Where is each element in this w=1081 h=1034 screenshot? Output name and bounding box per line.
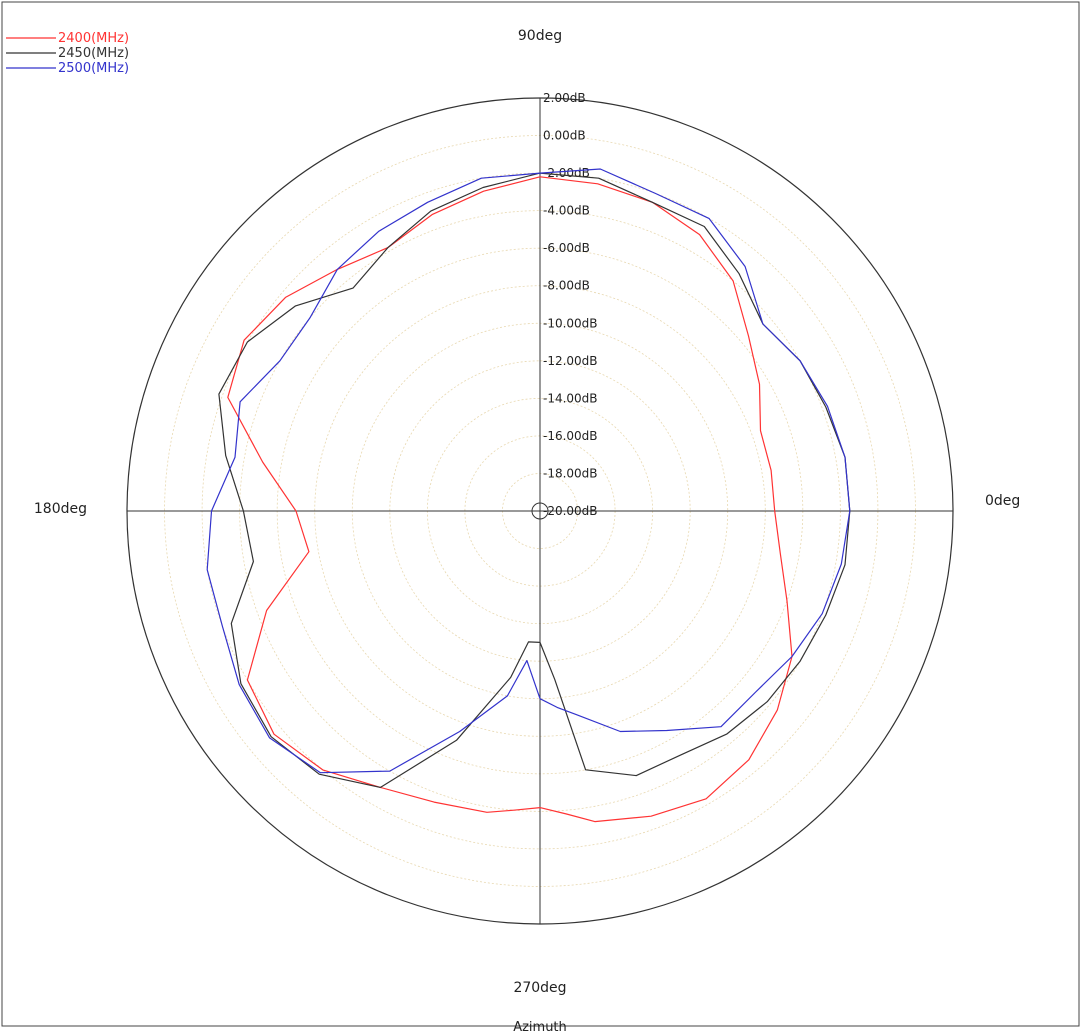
x-axis-label: Azimuth [513, 1020, 567, 1034]
radial-tick-label: -12.00dB [543, 354, 598, 368]
angle-label-180: 180deg [34, 501, 87, 517]
radial-tick-label: -16.00dB [543, 429, 598, 443]
radial-tick-label: -4.00dB [543, 204, 590, 218]
series-lines [206, 168, 851, 823]
radial-tick-label: -8.00dB [543, 279, 590, 293]
angle-label-0: 0deg [985, 493, 1020, 509]
series-line-1 [218, 172, 851, 789]
radial-tick-label: -18.00dB [543, 466, 598, 480]
legend: 2400(MHz)2450(MHz)2500(MHz) [6, 31, 129, 76]
radial-tick-label: 2.00dB [543, 91, 586, 105]
angle-label-90: 90deg [518, 28, 562, 44]
angle-tick-labels: 0deg 90deg 180deg 270deg [34, 28, 1020, 996]
series-line-2 [206, 168, 851, 774]
angle-label-270: 270deg [513, 980, 566, 996]
polar-axes [127, 98, 953, 924]
radial-tick-label: -20.00dB [543, 504, 598, 518]
series-line-0 [227, 176, 793, 823]
radial-tick-label: -10.00dB [543, 316, 598, 330]
radial-tick-labels: 2.00dB0.00dB-2.00dB-4.00dB-6.00dB-8.00dB… [543, 91, 598, 518]
legend-label-0: 2400(MHz) [58, 31, 129, 46]
radial-tick-label: -6.00dB [543, 241, 590, 255]
legend-label-1: 2450(MHz) [58, 46, 129, 61]
legend-label-2: 2500(MHz) [58, 61, 129, 76]
radial-tick-label: -14.00dB [543, 391, 598, 405]
radial-tick-label: 0.00dB [543, 129, 586, 143]
